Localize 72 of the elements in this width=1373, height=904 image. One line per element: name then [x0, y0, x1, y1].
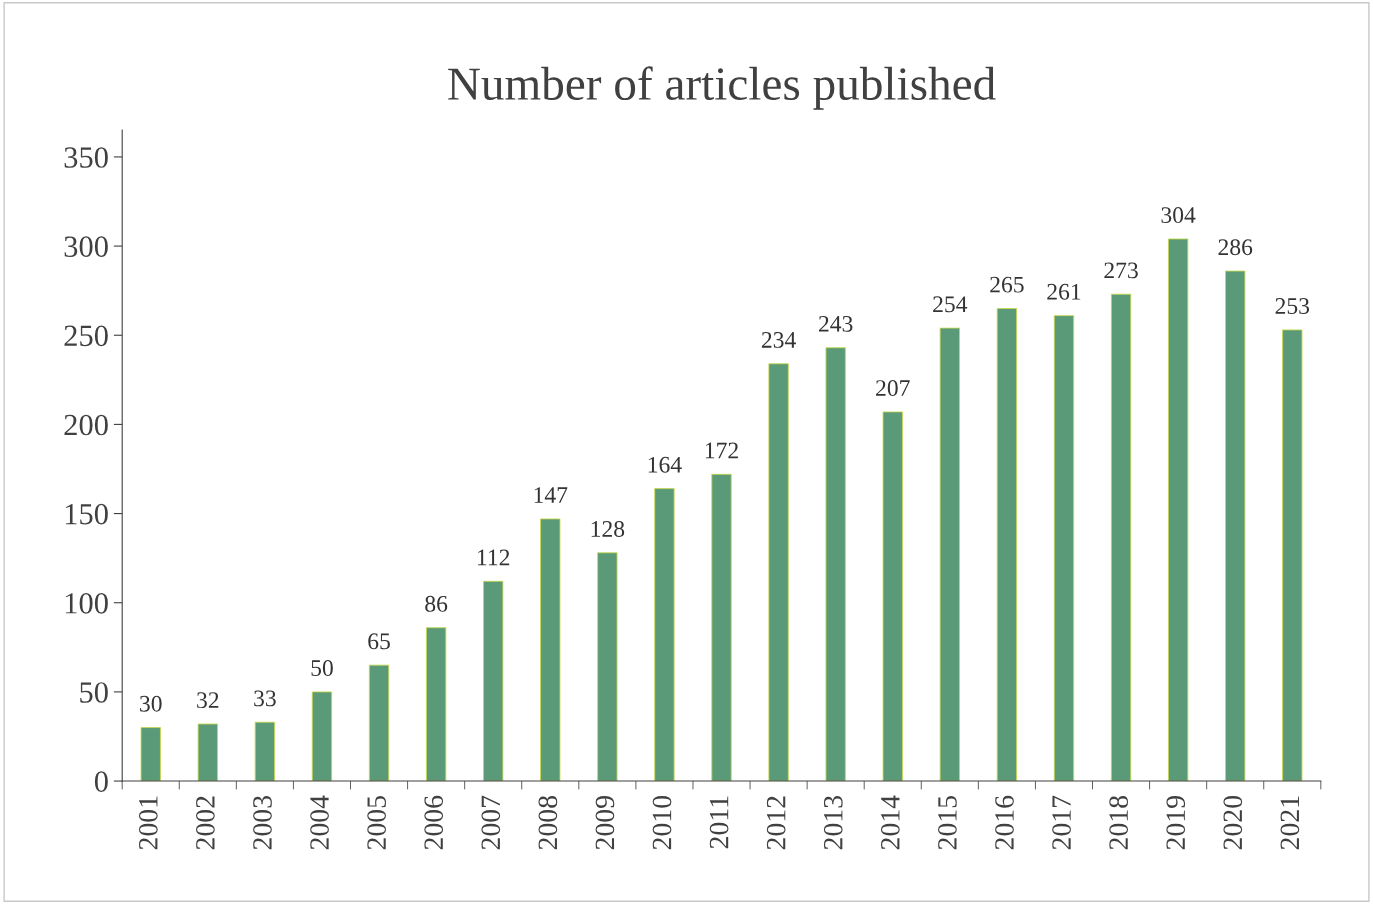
x-tick-label: 2005	[367, 796, 386, 850]
data-label: 286	[1218, 239, 1253, 256]
y-tick-label: 350	[64, 147, 108, 168]
chart-title: Number of articles published	[448, 66, 996, 110]
bar	[140, 727, 161, 782]
x-tick-label: 2019	[1166, 796, 1186, 850]
bar	[1225, 270, 1246, 782]
data-label: 304	[1161, 207, 1196, 224]
x-tick-label: 2003	[253, 796, 272, 850]
bar	[197, 723, 218, 782]
x-tick-label: 2010	[652, 796, 672, 850]
bar	[483, 580, 504, 782]
data-label: 261	[1047, 283, 1081, 300]
y-tick-label: 0	[94, 771, 108, 792]
bar	[768, 363, 789, 782]
y-tick-label: 150	[65, 503, 108, 525]
x-tick-label: 2004	[310, 795, 329, 850]
bar	[939, 327, 960, 782]
bar	[996, 308, 1018, 782]
bar	[311, 691, 333, 782]
bar	[1110, 293, 1132, 782]
x-tick-label: 2016	[995, 795, 1014, 850]
data-label: 234	[761, 332, 796, 348]
x-tick-label: 2014	[880, 795, 900, 850]
x-tick-label: 2011	[709, 796, 729, 849]
x-tick-label: 2007	[481, 795, 501, 850]
data-label: 253	[1275, 298, 1310, 314]
data-label: 273	[1104, 262, 1138, 279]
x-tick-label: 2002	[196, 796, 215, 850]
y-tick-label: 250	[64, 325, 108, 347]
data-label: 207	[876, 380, 910, 397]
x-tick-label: 2012	[766, 796, 786, 850]
bar	[597, 552, 618, 782]
bar	[1053, 315, 1075, 782]
x-tick-label: 2013	[823, 796, 843, 850]
bar	[1282, 329, 1303, 782]
x-tick-label: 2015	[938, 796, 957, 850]
x-tick-label: 2001	[138, 796, 158, 850]
data-label: 30	[140, 695, 162, 712]
x-tick-label: 2021	[1280, 796, 1300, 850]
x-tick-label: 2017	[1052, 795, 1071, 850]
data-label: 65	[368, 633, 390, 650]
bar	[882, 411, 903, 782]
y-tick-label: 50	[80, 682, 108, 703]
bar	[711, 473, 732, 782]
bar	[825, 347, 846, 782]
y-tick-label: 200	[64, 414, 108, 436]
data-label: 112	[478, 549, 510, 566]
bar	[254, 721, 276, 782]
data-label: 33	[254, 690, 276, 707]
bar	[540, 518, 561, 782]
bar	[368, 664, 390, 782]
data-label: 265	[990, 276, 1024, 293]
data-label: 172	[705, 442, 738, 459]
x-tick-label: 2018	[1109, 796, 1129, 850]
data-label: 164	[648, 456, 682, 473]
bar	[654, 488, 675, 782]
data-label: 243	[818, 315, 853, 332]
data-label: 32	[197, 692, 219, 709]
bar	[426, 627, 447, 782]
x-tick-label: 2009	[595, 796, 615, 850]
bar	[1168, 238, 1189, 782]
data-label: 86	[425, 595, 448, 612]
data-label: 147	[534, 487, 568, 503]
data-label: 50	[311, 660, 333, 676]
data-label: 128	[591, 520, 625, 537]
data-label: 254	[933, 296, 968, 313]
x-tick-label: 2020	[1223, 796, 1243, 850]
y-tick-label: 300	[64, 236, 108, 257]
x-tick-label: 2006	[424, 795, 444, 850]
y-tick-label: 100	[65, 593, 108, 614]
x-tick-label: 2008	[538, 796, 558, 850]
